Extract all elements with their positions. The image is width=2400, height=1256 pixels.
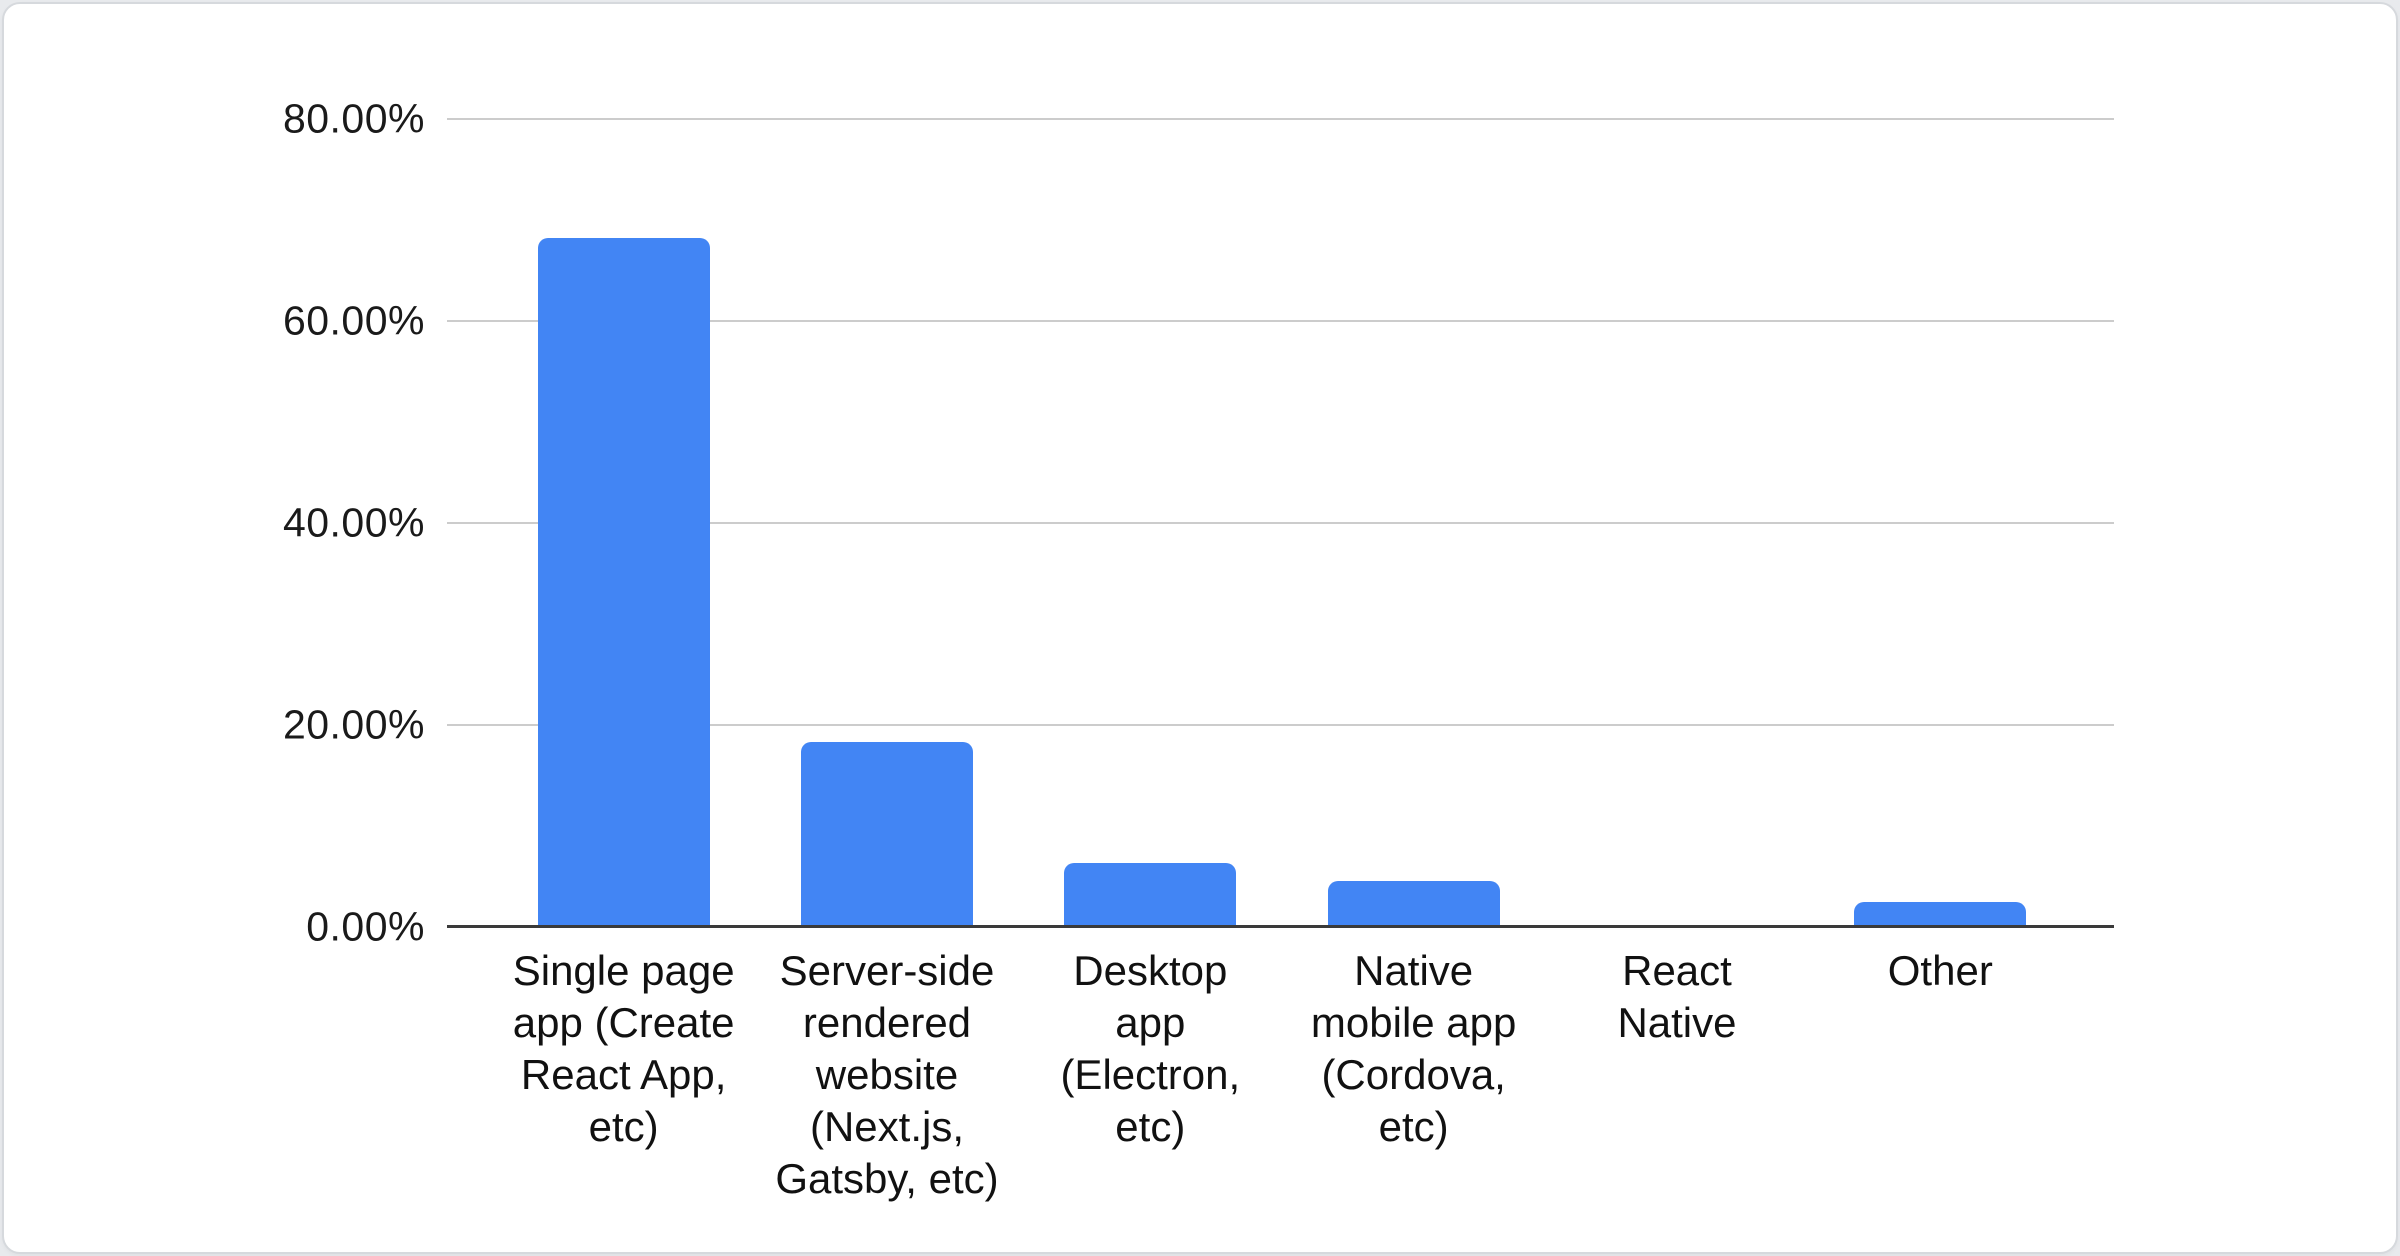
y-axis-tick-label: 80.00% bbox=[282, 95, 425, 142]
y-axis-tick-labels: 80.00% 60.00% 40.00% 20.00% 0.00% bbox=[4, 96, 425, 950]
y-axis-tick-label: 60.00% bbox=[282, 297, 425, 344]
x-axis-label: Desktop app (Electron, etc) bbox=[1060, 947, 1241, 1150]
bar[interactable] bbox=[1327, 880, 1500, 927]
x-axis-label: Single page app (Create React App, etc) bbox=[512, 947, 735, 1150]
x-axis-line bbox=[447, 925, 2114, 928]
x-axis-label: React Native bbox=[1617, 947, 1737, 1046]
x-axis-label-slot: Single page app (Create React App, etc) bbox=[492, 945, 755, 1205]
gridline bbox=[447, 118, 2114, 120]
bar-series bbox=[492, 119, 2072, 927]
bar[interactable] bbox=[800, 742, 974, 927]
x-axis-label-slot: Other bbox=[1809, 945, 2072, 1205]
bar[interactable] bbox=[537, 238, 710, 927]
x-axis-label-slot: Native mobile app (Cordova, etc) bbox=[1282, 945, 1545, 1205]
bar-slot bbox=[1809, 119, 2072, 927]
x-axis-labels: Single page app (Create React App, etc) S… bbox=[447, 945, 2114, 1205]
x-axis-label: Native mobile app (Cordova, etc) bbox=[1310, 947, 1517, 1150]
x-axis: Single page app (Create React App, etc) S… bbox=[447, 945, 2114, 1205]
bar-slot bbox=[492, 119, 755, 927]
x-axis-label-slot: React Native bbox=[1545, 945, 1808, 1205]
y-axis-tick-label: 20.00% bbox=[282, 701, 425, 748]
gridline bbox=[447, 320, 2114, 322]
bar-slot bbox=[1545, 119, 1808, 927]
bar-slot bbox=[1282, 119, 1545, 927]
bar[interactable] bbox=[1064, 863, 1237, 927]
gridline bbox=[447, 724, 2114, 726]
bar[interactable] bbox=[1854, 901, 2027, 927]
plot-area bbox=[447, 118, 2114, 928]
x-axis-label: Server-side rendered website (Next.js, G… bbox=[775, 947, 999, 1202]
y-axis-tick-label: 40.00% bbox=[282, 499, 425, 546]
x-axis-label: Other bbox=[1887, 947, 1993, 994]
gridline bbox=[447, 522, 2114, 524]
bar-slot bbox=[755, 119, 1018, 927]
x-axis-label-slot: Desktop app (Electron, etc) bbox=[1019, 945, 1282, 1205]
y-axis-tick-label: 0.00% bbox=[306, 903, 425, 950]
bar-slot bbox=[1019, 119, 1282, 927]
x-axis-label-slot: Server-side rendered website (Next.js, G… bbox=[755, 945, 1018, 1205]
